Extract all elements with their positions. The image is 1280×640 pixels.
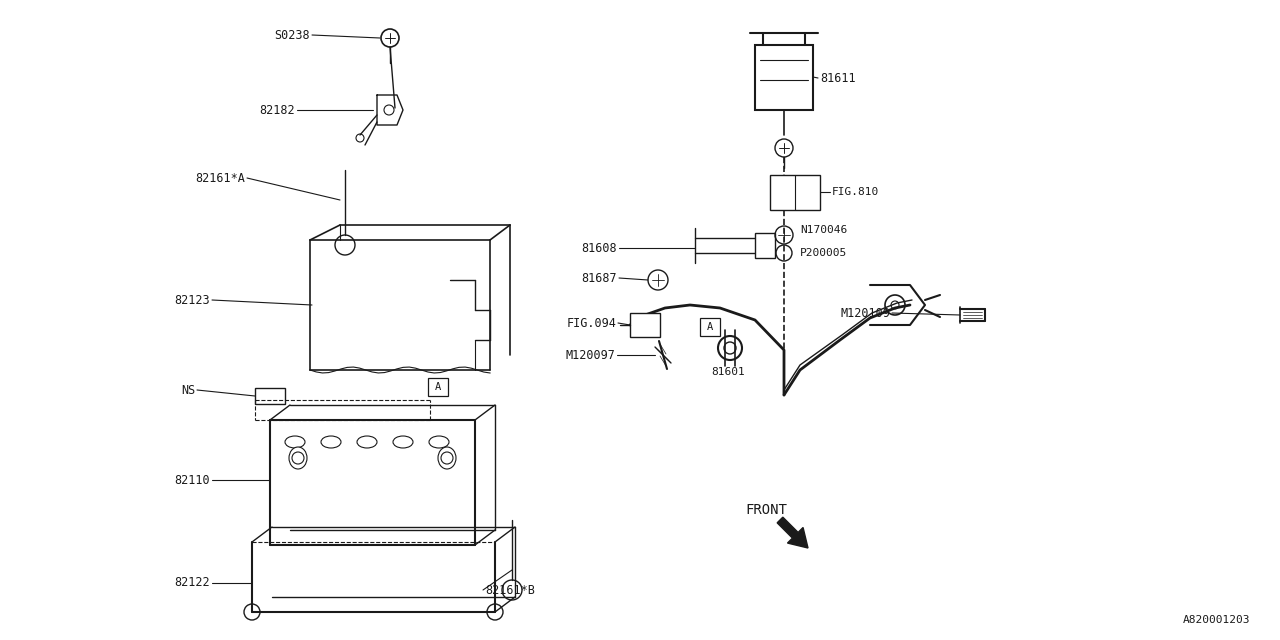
Text: M120097: M120097 <box>566 349 614 362</box>
Ellipse shape <box>321 436 340 448</box>
Text: 82122: 82122 <box>174 577 210 589</box>
Text: FIG.094: FIG.094 <box>566 317 616 330</box>
Text: A: A <box>707 322 713 332</box>
Text: 81687: 81687 <box>581 271 617 285</box>
Ellipse shape <box>357 436 378 448</box>
Text: 82110: 82110 <box>174 474 210 486</box>
Bar <box>428 378 448 396</box>
Text: 82123: 82123 <box>174 294 210 307</box>
Text: N170046: N170046 <box>800 225 847 235</box>
Ellipse shape <box>429 436 449 448</box>
Bar <box>255 388 285 404</box>
Bar <box>771 175 820 210</box>
Text: 81601: 81601 <box>712 367 745 377</box>
Ellipse shape <box>289 447 307 469</box>
Text: M120109: M120109 <box>840 307 890 319</box>
Ellipse shape <box>285 436 305 448</box>
Bar <box>630 313 660 337</box>
Bar <box>700 318 719 336</box>
Text: NS: NS <box>180 383 195 397</box>
Text: 81611: 81611 <box>820 72 855 84</box>
Text: FRONT: FRONT <box>745 503 787 517</box>
Text: P200005: P200005 <box>800 248 847 258</box>
Bar <box>755 45 813 110</box>
Ellipse shape <box>438 447 456 469</box>
Text: FIG.810: FIG.810 <box>832 187 879 197</box>
Text: A820001203: A820001203 <box>1183 615 1251 625</box>
Text: 82182: 82182 <box>260 104 294 116</box>
Text: S0238: S0238 <box>274 29 310 42</box>
FancyArrow shape <box>777 517 808 548</box>
Text: 82161*A: 82161*A <box>195 172 244 184</box>
Text: A: A <box>435 382 442 392</box>
Text: 82161*B: 82161*B <box>485 584 535 596</box>
Ellipse shape <box>393 436 413 448</box>
Bar <box>755 233 774 258</box>
Text: 81608: 81608 <box>581 241 617 255</box>
